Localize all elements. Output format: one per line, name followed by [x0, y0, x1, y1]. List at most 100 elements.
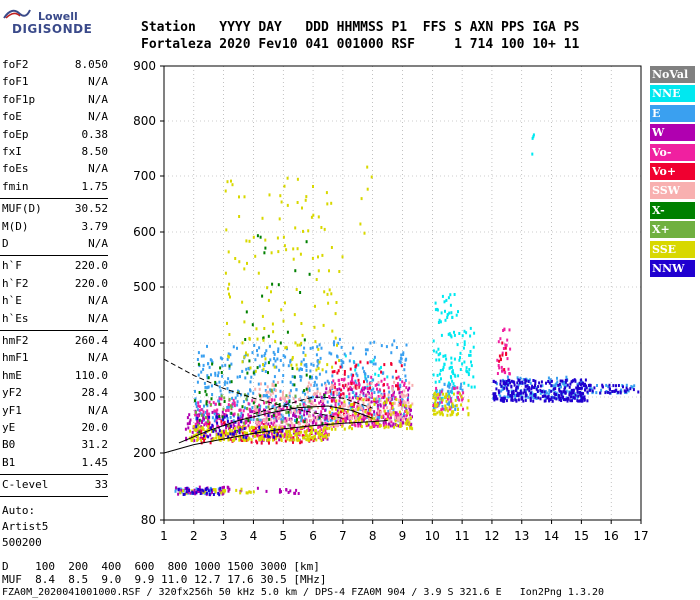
data-point-vo — [352, 373, 355, 377]
data-point-w — [319, 413, 322, 417]
data-point-e — [391, 343, 394, 347]
data-point-nne — [450, 356, 453, 360]
data-point-w — [223, 485, 225, 489]
data-point-sse — [326, 363, 329, 367]
data-point-ssw — [408, 381, 411, 385]
data-point-w — [373, 410, 376, 414]
data-point-ssw — [259, 396, 262, 400]
data-point-e — [286, 401, 289, 405]
data-point-vo — [500, 365, 503, 369]
data-point-e — [240, 411, 243, 415]
data-point-x — [267, 361, 270, 365]
data-point-nne — [449, 293, 452, 297]
data-point-x — [277, 283, 280, 287]
data-point-sse — [270, 290, 272, 294]
data-point-nnw — [494, 396, 497, 400]
data-point-vo — [229, 437, 232, 441]
data-point-sse — [238, 195, 240, 199]
data-point-vo — [390, 402, 393, 406]
data-point-e — [251, 406, 254, 409]
data-point-nnw — [557, 393, 560, 397]
data-point-sse — [295, 363, 298, 367]
data-point-vo — [260, 441, 263, 445]
data-point-e — [199, 399, 202, 403]
data-point-sse — [394, 419, 397, 423]
data-point-nnw — [575, 386, 578, 390]
data-point-x — [197, 423, 200, 427]
data-point-e — [529, 381, 532, 385]
data-point-nne — [344, 354, 347, 358]
data-point-vo — [241, 439, 244, 442]
data-point-vo — [358, 397, 361, 401]
data-point-e — [558, 385, 561, 389]
data-point-vo — [378, 388, 381, 392]
data-point-e — [307, 395, 310, 399]
data-point-nnw — [593, 386, 596, 390]
data-point-vo — [333, 382, 336, 386]
data-point-vo — [370, 375, 373, 379]
data-point-nnw — [227, 435, 230, 439]
data-point-sse — [271, 322, 274, 326]
data-point-nnw — [534, 384, 536, 388]
data-point-sse — [385, 400, 388, 404]
chart-grid — [164, 66, 641, 520]
data-point-e — [528, 378, 531, 382]
param-row-b0: B0 31.2 — [2, 438, 108, 452]
data-point-vo — [333, 412, 336, 416]
data-point-nnw — [543, 399, 546, 403]
data-point-e — [210, 373, 212, 377]
data-point-e — [274, 394, 277, 398]
data-point-e — [226, 381, 229, 385]
data-point-sse — [466, 406, 469, 410]
data-point-w — [409, 413, 412, 417]
data-point-vo — [383, 377, 386, 381]
data-point-nnw — [569, 395, 572, 399]
data-point-vo — [349, 386, 352, 389]
data-point-vo — [496, 358, 499, 362]
data-point-vo — [334, 361, 337, 365]
data-point-w — [225, 426, 228, 429]
data-point-nnw — [572, 379, 574, 383]
data-point-nnw — [547, 380, 550, 383]
data-point-e — [282, 363, 285, 367]
data-point-w — [295, 488, 298, 492]
data-point-ssw — [311, 424, 314, 428]
data-point-ssw — [326, 391, 329, 395]
data-point-nne — [459, 356, 461, 360]
data-point-sse — [335, 301, 338, 304]
data-point-sse — [267, 298, 270, 302]
data-point-e — [258, 364, 261, 368]
param-value: 31.2 — [81, 438, 109, 452]
data-point-ssw — [398, 398, 401, 402]
data-point-ssw — [284, 396, 287, 400]
data-point-x — [267, 371, 269, 375]
data-point-x — [209, 403, 212, 406]
data-point-sse — [283, 244, 286, 248]
data-point-w — [193, 488, 196, 492]
data-point-e — [197, 351, 200, 355]
data-point-sse — [328, 411, 331, 414]
data-point-e — [356, 374, 359, 378]
data-point-nne — [439, 369, 442, 372]
y-tick-label: 200 — [133, 446, 156, 460]
data-point-nnw — [239, 427, 242, 431]
data-point-sse — [234, 257, 237, 260]
data-point-e — [221, 374, 224, 378]
data-point-e — [373, 412, 376, 416]
data-point-nnw — [584, 378, 587, 382]
data-point-sse — [349, 420, 352, 424]
data-point-sse — [240, 429, 243, 433]
data-point-vo — [328, 395, 331, 398]
data-point-e — [277, 347, 280, 351]
data-point-w — [267, 422, 270, 426]
data-point-sse — [334, 312, 337, 316]
data-point-nnw — [264, 434, 267, 438]
data-point-nnw — [511, 396, 514, 399]
data-point-nnw — [586, 390, 589, 394]
data-point-nne — [449, 333, 452, 337]
data-point-ssw — [396, 416, 399, 420]
data-point-e — [399, 360, 402, 364]
data-point-e — [591, 391, 594, 395]
data-point-vo — [300, 407, 303, 411]
data-point-w — [322, 438, 325, 441]
